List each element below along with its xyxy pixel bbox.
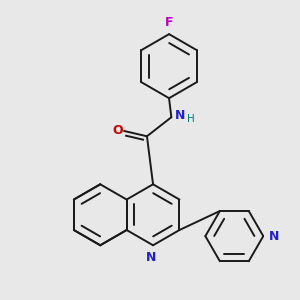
- Text: N: N: [175, 109, 185, 122]
- Text: O: O: [113, 124, 123, 137]
- Text: N: N: [268, 230, 279, 243]
- Text: N: N: [146, 250, 157, 264]
- Text: H: H: [187, 114, 194, 124]
- Text: F: F: [165, 16, 173, 29]
